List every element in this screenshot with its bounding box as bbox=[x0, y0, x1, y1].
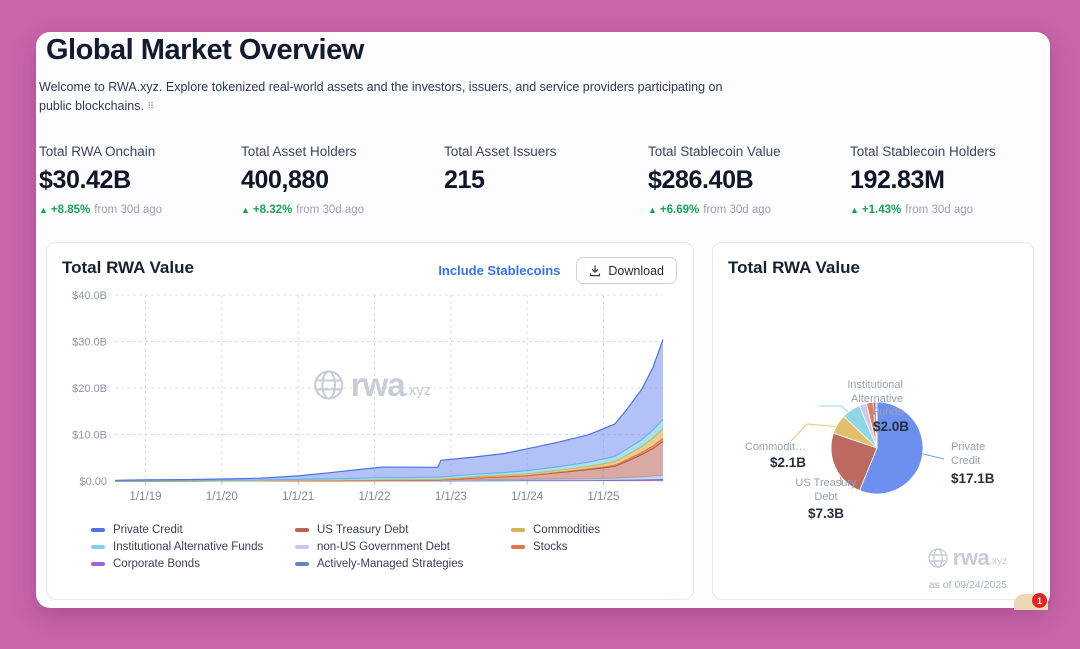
legend-swatch bbox=[295, 561, 309, 566]
legend-swatch bbox=[511, 544, 525, 549]
x-axis-tick-label: 1/1/21 bbox=[282, 491, 314, 503]
pie-label-institutional-alternative-funds: Institutional Alternative Funds bbox=[847, 379, 903, 418]
pie-value-private-credit: $17.1B bbox=[951, 471, 995, 486]
y-axis-tick-label: $30.0B bbox=[72, 337, 107, 349]
legend-item-us-treasury-debt[interactable]: US Treasury Debt bbox=[295, 521, 511, 538]
legend-swatch bbox=[91, 544, 105, 549]
x-axis-tick-label: 1/1/25 bbox=[587, 491, 619, 503]
stat-card: Total Stablecoin Holders 192.83M ▲ +1.43% fr… bbox=[850, 144, 1045, 216]
legend-item-non-us-government-debt[interactable]: non-US Government Debt bbox=[295, 538, 511, 555]
include-stablecoins-link[interactable]: Include Stablecoins bbox=[438, 263, 561, 278]
legend-label: Corporate Bonds bbox=[113, 557, 200, 570]
notification-badge[interactable]: 1 bbox=[1032, 593, 1047, 608]
stat-value: 215 bbox=[444, 166, 485, 194]
legend-label: Private Credit bbox=[113, 523, 183, 536]
legend-item-commodities[interactable]: Commodities bbox=[511, 521, 600, 538]
up-triangle-icon: ▲ bbox=[648, 205, 657, 215]
pie-leader-line bbox=[790, 423, 842, 442]
stat-value: 192.83M bbox=[850, 166, 945, 194]
pie-slice-private-credit bbox=[858, 401, 924, 495]
stat-card: Total Asset Holders 400,880 ▲ +8.32% from 30… bbox=[241, 144, 436, 216]
legend-label: US Treasury Debt bbox=[317, 523, 409, 536]
legend-item-actively-managed-strategies[interactable]: Actively-Managed Strategies bbox=[295, 555, 511, 572]
legend-item-private-credit[interactable]: Private Credit bbox=[91, 521, 295, 538]
x-axis-tick-label: 1/1/19 bbox=[130, 491, 162, 503]
x-axis-tick-label: 1/1/20 bbox=[206, 491, 238, 503]
stat-delta: ▲ +8.85% from 30d ago bbox=[39, 204, 163, 216]
legend-swatch bbox=[295, 527, 309, 532]
legend-label: Commodities bbox=[533, 523, 601, 536]
stat-label: Total Stablecoin Value bbox=[648, 144, 781, 159]
page-description-line2: public blockchains. bbox=[39, 99, 144, 113]
pie-value-institutional-alternative-funds: $2.0B bbox=[873, 419, 910, 434]
main-panel: Global Market Overview Welcome to RWA.xy… bbox=[36, 32, 1050, 608]
y-axis-tick-label: $20.0B bbox=[72, 383, 107, 395]
page-description-line1: Welcome to RWA.xyz. Explore tokenized re… bbox=[39, 80, 723, 94]
area-series-us-treasury-debt bbox=[115, 441, 663, 481]
stat-delta: ▲ +1.43% from 30d ago bbox=[850, 204, 974, 216]
page-description: Welcome to RWA.xyz. Explore tokenized re… bbox=[39, 78, 722, 116]
legend-item-stocks[interactable]: Stocks bbox=[511, 538, 600, 555]
x-axis-tick-label: 1/1/22 bbox=[359, 491, 391, 503]
stat-value: $30.42B bbox=[39, 166, 131, 194]
pie-label-private-credit: Private Credit bbox=[951, 441, 986, 467]
page-title: Global Market Overview bbox=[46, 34, 364, 66]
legend-label: non-US Government Debt bbox=[317, 540, 450, 553]
legend-swatch bbox=[295, 544, 309, 549]
area-series-line bbox=[114, 339, 664, 481]
legend-label: Stocks bbox=[533, 540, 568, 553]
pie-slice-us-treasury-debt bbox=[830, 432, 878, 492]
up-triangle-icon: ▲ bbox=[39, 205, 48, 215]
area-chart-svg: $40.0B $30.0B $20.0B $10.0B $0.00 1/1/19 1/1/2… bbox=[72, 290, 664, 503]
pie-label-commodities: Commodit… bbox=[744, 441, 806, 453]
as-of-date: as of 09/24/2025 bbox=[928, 579, 1007, 591]
area-series-private-credit bbox=[115, 339, 663, 481]
total-rwa-value-pie-card: Total RWA Value Institutional Alternativ… bbox=[712, 242, 1034, 600]
chart-legend: Private Credit Institutional Alternative … bbox=[91, 521, 600, 572]
stat-card: Total Asset Issuers 215 bbox=[444, 144, 639, 195]
pie-slice-actively-managed-strategies bbox=[875, 401, 878, 449]
x-axis-tick-label: 1/1/23 bbox=[435, 491, 467, 503]
legend-swatch bbox=[91, 561, 105, 566]
stat-label: Total RWA Onchain bbox=[39, 144, 156, 159]
stat-value: $286.40B bbox=[648, 166, 754, 194]
left-card-controls: Include Stablecoins Download bbox=[438, 257, 677, 284]
y-axis-tick-label: $10.0B bbox=[72, 430, 107, 442]
total-rwa-value-chart-card: Total RWA Value Include Stablecoins Down… bbox=[46, 242, 694, 600]
legend-label: Actively-Managed Strategies bbox=[317, 557, 464, 570]
download-button-label: Download bbox=[608, 263, 664, 278]
stat-value: 400,880 bbox=[241, 166, 329, 194]
stat-label: Total Asset Holders bbox=[241, 144, 357, 159]
up-triangle-icon: ▲ bbox=[241, 205, 250, 215]
area-chart: $40.0B $30.0B $20.0B $10.0B $0.00 1/1/19 1/1/2… bbox=[55, 285, 687, 511]
right-card-title: Total RWA Value bbox=[728, 258, 860, 277]
legend-swatch bbox=[91, 527, 105, 532]
download-icon bbox=[590, 264, 601, 276]
legend-item-institutional-alternative-funds[interactable]: Institutional Alternative Funds bbox=[91, 538, 295, 555]
download-button[interactable]: Download bbox=[576, 257, 677, 284]
stat-label: Total Stablecoin Holders bbox=[850, 144, 996, 159]
pie-label-us-treasury-debt: US Treasury Debt bbox=[795, 477, 857, 503]
stat-label: Total Asset Issuers bbox=[444, 144, 557, 159]
y-axis-tick-label: $40.0B bbox=[72, 290, 107, 302]
up-triangle-icon: ▲ bbox=[850, 205, 859, 215]
stat-delta: ▲ +8.32% from 30d ago bbox=[241, 204, 365, 216]
pie-chart bbox=[830, 401, 924, 495]
braille-glyph-icon: ⠿ bbox=[147, 101, 154, 111]
legend-label: Institutional Alternative Funds bbox=[113, 540, 264, 553]
y-axis-tick-label: $0.00 bbox=[79, 476, 107, 488]
pie-value-commodities: $2.1B bbox=[769, 455, 806, 470]
stat-card: Total RWA Onchain $30.42B ▲ +8.85% from 30d … bbox=[39, 144, 234, 216]
stat-card: Total Stablecoin Value $286.40B ▲ +6.69% fro… bbox=[648, 144, 843, 216]
legend-item-corporate-bonds[interactable]: Corporate Bonds bbox=[91, 555, 295, 572]
legend-swatch bbox=[511, 527, 525, 532]
x-axis-tick-label: 1/1/24 bbox=[511, 491, 544, 503]
stat-delta: ▲ +6.69% from 30d ago bbox=[648, 204, 772, 216]
stats-row: Total RWA Onchain $30.42B ▲ +8.85% from 30d … bbox=[36, 144, 1050, 234]
left-card-title: Total RWA Value bbox=[62, 258, 194, 277]
pie-value-us-treasury-debt: $7.3B bbox=[807, 506, 845, 521]
